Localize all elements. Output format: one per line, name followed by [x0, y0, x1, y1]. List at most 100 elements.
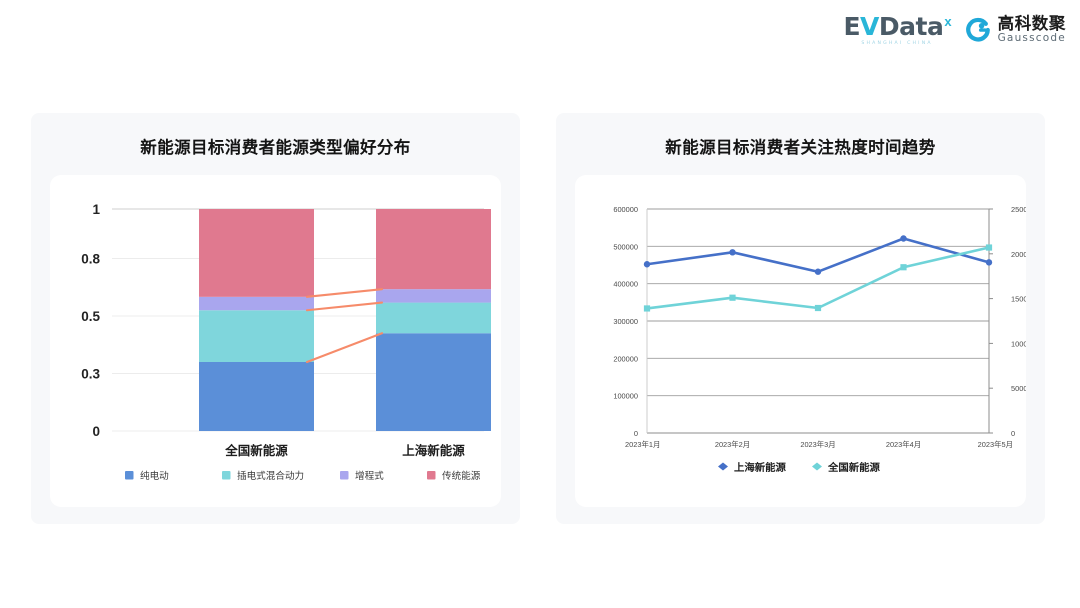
y-axis-right-ticks: 0 5000 10000 15000 20000 25000 [989, 205, 1026, 438]
data-point-marker[interactable] [900, 235, 907, 242]
x-axis-month-labels: 2023年1月 2023年2月 2023年3月 2023年4月 2023年5月 [625, 440, 1013, 449]
data-point-marker[interactable] [729, 294, 736, 301]
legend-right-chart: 上海新能源 全国新能源 [718, 461, 881, 474]
y-right-tick-label: 25000 [1011, 205, 1026, 214]
gausscode-wordmark: 高科数聚 Gausscode [997, 15, 1066, 45]
legend-label: 全国新能源 [827, 461, 881, 474]
y-right-tick-label: 15000 [1011, 295, 1026, 304]
bar-segment [376, 289, 491, 303]
y-tick-label: 0.5 [81, 309, 100, 324]
y-right-tick-label: 10000 [1011, 339, 1026, 348]
panel-energy-type-preference: 新能源目标消费者能源类型偏好分布 0 0.3 0.5 0.8 1 全国新能源 上海新能源 … [31, 113, 520, 524]
legend-swatch [340, 471, 349, 480]
legend-diamond-marker [812, 462, 822, 471]
bar-series-group [199, 209, 491, 431]
y-tick-label: 1 [92, 202, 100, 217]
y-axis-left-ticks: 0 100000 200000 300000 400000 500000 600000 [613, 205, 638, 438]
gausscode-name-cn: 高科数聚 [997, 15, 1066, 34]
data-point-marker[interactable] [729, 249, 736, 256]
y-right-tick-label: 20000 [1011, 250, 1026, 259]
dual-axis-line-chart: 0 100000 200000 300000 400000 500000 600000 0 5… [613, 205, 1026, 474]
legend-label: 插电式混合动力 [237, 470, 304, 482]
y-left-tick-label: 400000 [613, 280, 638, 289]
evdata-logo: EVData x shanghai china [843, 14, 952, 47]
x-tick-label: 2023年1月 [625, 440, 660, 449]
line-series [643, 235, 993, 275]
x-axis-category-labels: 全国新能源 上海新能源 [224, 443, 465, 458]
evdata-letter-e: E [843, 12, 861, 41]
legend-item[interactable]: 纯电动 [125, 470, 169, 482]
legend-diamond-marker [718, 462, 728, 471]
evdata-superscript-x: x [944, 14, 952, 29]
connector-line [305, 288, 384, 298]
chart-card-left: 0 0.3 0.5 0.8 1 全国新能源 上海新能源 纯电动 插电式混合动力 增程式 传统能源 [50, 175, 501, 507]
bar-segment [199, 296, 314, 311]
data-point-marker[interactable] [814, 304, 822, 312]
panel-title-right: 新能源目标消费者关注热度时间趋势 [665, 139, 936, 157]
x-tick-label: 2023年2月 [715, 440, 750, 449]
gausscode-c-mark-icon [965, 18, 990, 42]
segment-connector-lines [305, 288, 384, 364]
x-tick-label: 2023年3月 [800, 440, 835, 449]
data-point-marker[interactable] [814, 268, 822, 275]
legend-item[interactable]: 增程式 [340, 470, 384, 482]
category-label: 上海新能源 [402, 443, 465, 458]
connector-line [305, 332, 384, 364]
gausscode-logo: 高科数聚 Gausscode [965, 15, 1066, 45]
data-point-marker[interactable] [900, 264, 907, 271]
legend-swatch [125, 471, 134, 480]
evdata-word-data: Data [878, 12, 944, 41]
bar-segment [376, 209, 491, 290]
bar-segment [199, 362, 314, 431]
x-tick-label: 2023年5月 [978, 440, 1013, 449]
y-left-tick-label: 300000 [613, 317, 638, 326]
y-tick-label: 0 [92, 424, 100, 439]
bar-stack [376, 209, 491, 431]
bar-stack [199, 209, 314, 431]
data-point-marker[interactable] [643, 305, 651, 312]
legend-label: 传统能源 [442, 470, 481, 482]
legend-swatch [222, 471, 231, 480]
data-point-marker[interactable] [985, 244, 993, 251]
y-left-tick-label: 500000 [613, 242, 638, 251]
legend-left-chart: 纯电动 插电式混合动力 增程式 传统能源 [125, 470, 481, 482]
evdata-wordmark: EVData x [843, 14, 952, 39]
y-left-tick-label: 0 [634, 429, 638, 438]
brand-header: EVData x shanghai china 高科数聚 Gausscode [843, 14, 1066, 47]
stacked-bar-chart: 0 0.3 0.5 0.8 1 全国新能源 上海新能源 纯电动 插电式混合动力 增程式 传统能源 [81, 202, 491, 482]
y-left-tick-label: 600000 [613, 205, 638, 214]
y-left-tick-label: 200000 [613, 354, 638, 363]
legend-label: 纯电动 [140, 470, 169, 482]
y-axis-ticks-left-chart: 0 0.3 0.5 0.8 1 [81, 202, 100, 439]
x-tick-label: 2023年4月 [886, 440, 921, 449]
legend-label: 增程式 [355, 470, 384, 482]
y-left-tick-label: 100000 [613, 392, 638, 401]
legend-label: 上海新能源 [734, 461, 787, 474]
evdata-tagline: shanghai china [861, 41, 933, 46]
y-tick-label: 0.8 [81, 252, 100, 267]
category-label: 全国新能源 [224, 443, 288, 458]
legend-item[interactable]: 上海新能源 [718, 461, 787, 474]
y-right-tick-label: 5000 [1011, 384, 1026, 393]
connector-line [305, 301, 384, 312]
line-series [643, 244, 993, 312]
evdata-letter-v: V [860, 12, 879, 41]
evdata-name: EVData [843, 14, 943, 39]
legend-item[interactable]: 全国新能源 [812, 461, 881, 474]
y-tick-label: 0.3 [81, 367, 100, 382]
legend-swatch [427, 471, 436, 480]
data-point-marker[interactable] [643, 261, 651, 268]
bar-segment [376, 302, 491, 334]
series-line [645, 237, 991, 274]
data-point-marker[interactable] [985, 259, 993, 266]
line-series-group [643, 235, 993, 312]
gausscode-name-en: Gausscode [997, 32, 1066, 45]
bar-segment [376, 333, 491, 431]
bar-segment [199, 209, 314, 297]
legend-item[interactable]: 插电式混合动力 [222, 470, 304, 482]
y-right-tick-label: 0 [1011, 429, 1015, 438]
chart-card-right: 0 100000 200000 300000 400000 500000 600000 0 5… [575, 175, 1026, 507]
panel-attention-heat-trend: 新能源目标消费者关注热度时间趋势 0 100000 200000 300000 4000… [556, 113, 1045, 524]
legend-item[interactable]: 传统能源 [427, 470, 481, 482]
